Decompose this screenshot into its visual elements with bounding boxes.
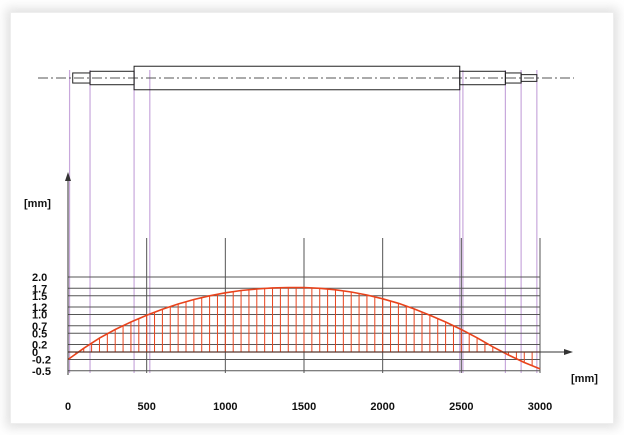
chart-frame xyxy=(10,12,614,424)
axes xyxy=(65,172,573,375)
y-tick-label: -0.5 xyxy=(32,366,51,378)
x-tick-label: 3000 xyxy=(528,401,552,413)
y-tick-label: 1.5 xyxy=(32,291,47,303)
y-tick-label: -0.2 xyxy=(32,355,51,367)
y-tick-label: 0 xyxy=(32,347,38,359)
y-tick-label: 1.7 xyxy=(32,283,47,295)
section-lines xyxy=(68,70,538,373)
y-tick-labels: 2.01.71.51.21.00.70.50.20-0.2-0.5 xyxy=(32,272,51,378)
x-axis-arrow xyxy=(564,349,573,355)
y-tick-label: 2.0 xyxy=(32,272,47,284)
y-tick-label: 1.0 xyxy=(32,310,47,322)
x-tick-labels: 0 500 1000 1500 2000 2500 3000 xyxy=(65,401,552,413)
shaft-drawing xyxy=(38,65,574,91)
x-tick-label: 1000 xyxy=(213,401,237,413)
x-tick-label: 0 xyxy=(65,401,71,413)
x-tick-label: 2000 xyxy=(370,401,394,413)
y-axis-arrow xyxy=(65,172,71,181)
x-tick-label: 500 xyxy=(137,401,155,413)
x-tick-label: 1500 xyxy=(292,401,316,413)
y-tick-label: 0.5 xyxy=(32,328,47,340)
deflection-hatching xyxy=(75,287,533,366)
deflection-curve xyxy=(67,286,541,370)
shaft-segment xyxy=(520,74,538,82)
y-tick-label: 0.7 xyxy=(32,321,47,333)
x-tick-label: 2500 xyxy=(449,401,473,413)
y-axis-unit-label: [mm] xyxy=(24,198,51,210)
y-tick-label: 0.2 xyxy=(32,340,47,352)
x-axis-unit-label: [mm] xyxy=(571,373,598,385)
y-tick-label: 1.2 xyxy=(32,302,47,314)
